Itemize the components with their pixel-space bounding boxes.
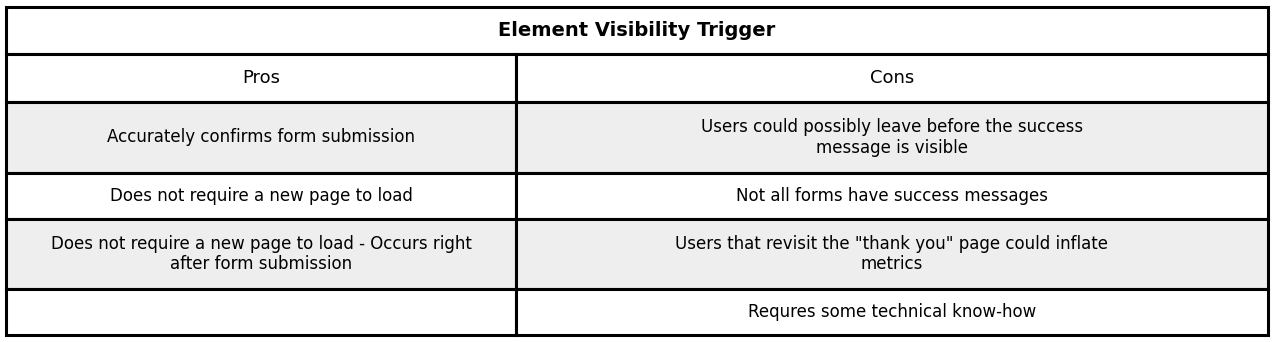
Text: Not all forms have success messages: Not all forms have success messages [736,187,1047,205]
Bar [516,54,1268,102]
Bar [6,289,516,335]
Text: Requres some technical know-how: Requres some technical know-how [748,303,1036,321]
Text: Cons: Cons [870,69,913,87]
Bar [6,7,1268,54]
Text: Does not require a new page to load: Does not require a new page to load [110,187,413,205]
Text: Users that revisit the "thank you" page could inflate
metrics: Users that revisit the "thank you" page … [675,235,1108,273]
Text: Element Visibility Trigger: Element Visibility Trigger [498,21,776,40]
Text: Pros: Pros [242,69,280,87]
Bar [516,289,1268,335]
Bar [516,102,1268,173]
Text: Users could possibly leave before the success
message is visible: Users could possibly leave before the su… [701,118,1083,157]
Bar [6,219,516,289]
Bar [6,173,516,219]
Text: Accurately confirms form submission: Accurately confirms form submission [107,128,415,146]
Bar [516,219,1268,289]
Bar [6,54,516,102]
Text: Does not require a new page to load - Occurs right
after form submission: Does not require a new page to load - Oc… [51,235,471,273]
Bar [6,102,516,173]
Bar [516,173,1268,219]
